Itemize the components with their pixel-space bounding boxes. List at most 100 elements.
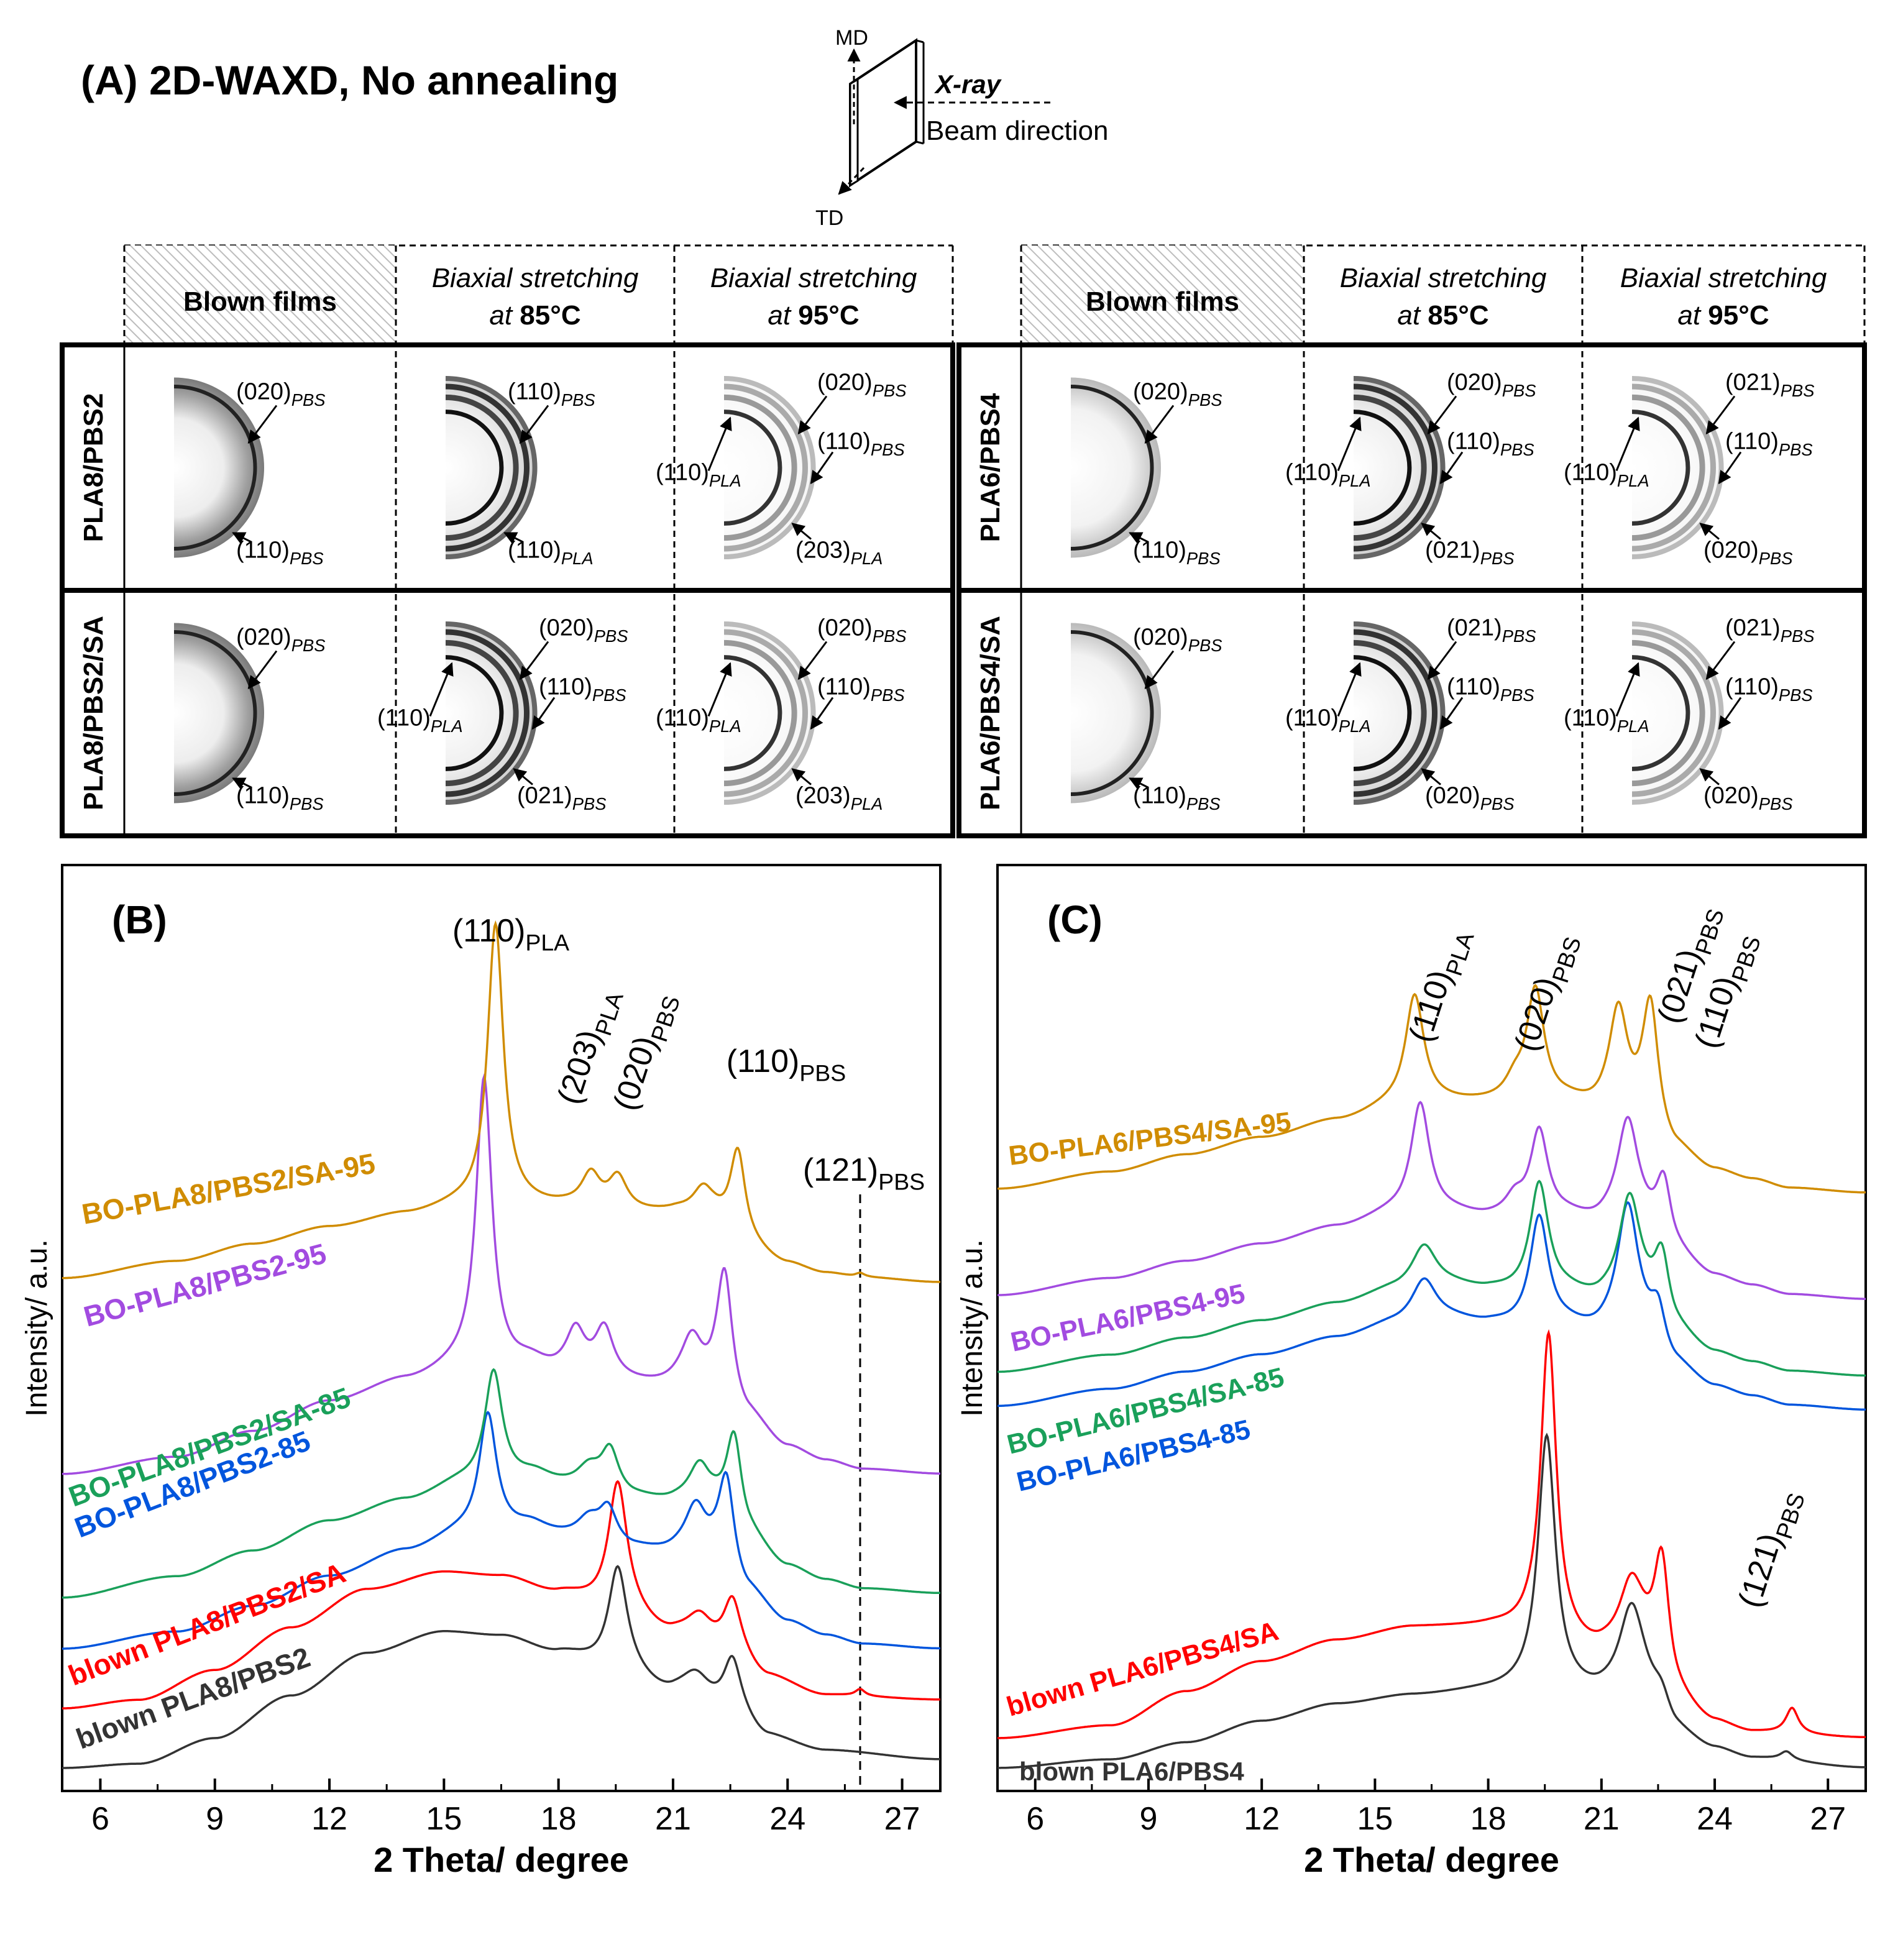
series-line — [997, 1201, 1866, 1411]
reflection-label: (110)PBS — [817, 429, 905, 460]
x-tick-label: 18 — [541, 1801, 577, 1837]
panel-label: (B) — [112, 897, 167, 942]
reflection-label: (110)PLA — [1564, 460, 1649, 491]
column-header-temperature: at 85°C — [1397, 300, 1488, 331]
reflection-label: (110)PBS — [1725, 674, 1813, 705]
md-label: MD — [835, 26, 868, 50]
row-label: PLA8/PBS2/SA — [78, 616, 109, 810]
reflection-arrow — [810, 451, 834, 485]
peak-label: (110)PLA — [452, 913, 569, 956]
x-tick-label: 27 — [884, 1801, 920, 1837]
x-tick-label: 27 — [1810, 1801, 1846, 1837]
reflection-label: (020)PBS — [1133, 625, 1222, 656]
waxd-grid-right: Blown films Biaxial stretching at 85°C Biax… — [956, 244, 1867, 838]
x-tick-label: 15 — [1357, 1801, 1393, 1837]
waxd-cell: (020)PBS(110)PBS — [1071, 377, 1222, 568]
reflection-arrow — [707, 416, 732, 472]
reflection-arrow — [1705, 641, 1736, 680]
reflection-label: (110)PLA — [1285, 705, 1371, 736]
diffraction-pattern — [724, 375, 816, 560]
x-tick-label: 12 — [1244, 1801, 1280, 1837]
reflection-label: (020)PBS — [1704, 538, 1792, 569]
reflection-label: (110)PBS — [1725, 429, 1813, 460]
reflection-arrow — [1615, 416, 1640, 472]
reflection-label: (020)PBS — [539, 615, 628, 646]
reflection-label: (021)PBS — [1725, 615, 1814, 646]
column-header: Blown films — [183, 286, 337, 317]
xray-label: X-ray — [934, 70, 1002, 99]
diffraction-pattern — [1632, 621, 1724, 805]
waxd-cell: (020)PBS (110)PBS (110)PLA (203)PLA — [656, 370, 906, 569]
reflection-label: (110)PBS — [236, 538, 324, 569]
reflection-label: (110)PLA — [656, 460, 741, 491]
waxd-cell: (020)PBS(110)PBS — [1071, 623, 1222, 813]
reflection-label: (203)PLA — [796, 538, 883, 569]
td-label: TD — [815, 206, 843, 230]
row-label: PLA6/PBS4 — [975, 393, 1006, 542]
x-tick-label: 21 — [1584, 1801, 1620, 1837]
waxd-cell: (021)PBS (110)PBS (110)PLA (020)PBS — [1285, 615, 1536, 814]
reflection-label: (110)PLA — [1564, 705, 1649, 736]
reflection-label: (020)PBS — [1447, 370, 1536, 401]
x-tick-label: 24 — [1697, 1801, 1733, 1837]
row-label: PLA6/PBS4/SA — [975, 616, 1006, 810]
column-header-temperature: at 85°C — [489, 300, 580, 331]
x-tick-label: 6 — [91, 1801, 109, 1837]
peak-label: (121)PBS — [803, 1152, 925, 1195]
x-axis-label: 2 Theta/ degree — [1304, 1840, 1559, 1879]
waxd-cell: (020)PBS (110)PBS (110)PLA (203)PLA — [656, 615, 906, 814]
reflection-arrow — [1427, 641, 1457, 680]
hatched-header — [1021, 245, 1304, 345]
panel-b-chart: (B) 6 9 12 15 18 21 24 27 2 Theta/ degree Intensit… — [21, 864, 942, 1879]
row-label: PLA8/PBS2 — [78, 393, 109, 543]
x-tick-label: 24 — [769, 1801, 805, 1837]
reflection-arrow — [1439, 451, 1464, 485]
diffraction-pattern — [446, 375, 538, 560]
orientation-schematic: MD TD X-ray Beam direction — [815, 26, 1108, 230]
series-line — [62, 920, 940, 1283]
diffraction-pattern — [174, 377, 264, 558]
reflection-arrow — [513, 768, 533, 785]
reflection-label: (110)PBS — [539, 674, 626, 705]
x-tick-label: 21 — [655, 1801, 691, 1837]
reflection-arrow — [810, 697, 834, 730]
reflection-label: (110)PBS — [236, 783, 324, 814]
waxd-cell: (020)PBS (110)PBS (110)PLA (021)PBS — [377, 615, 628, 814]
reflection-arrow — [1421, 523, 1441, 540]
reflection-label: (110)PBS — [508, 379, 595, 410]
column-header: Biaxial stretching — [1340, 263, 1547, 293]
reflection-label: (020)PBS — [1704, 783, 1792, 814]
diffraction-pattern — [446, 621, 538, 805]
reflection-arrow — [791, 523, 812, 540]
panel-a: (A) 2D-WAXD, No annealing MD TD X-ray Be… — [60, 26, 1867, 838]
diffraction-pattern — [1354, 621, 1446, 805]
reflection-arrow — [531, 697, 556, 730]
column-header-temperature: at 95°C — [768, 300, 859, 331]
plot-frame — [61, 864, 942, 1792]
reflection-label: (021)PBS — [1425, 538, 1514, 569]
reflection-arrow — [707, 662, 732, 717]
diffraction-pattern — [1071, 377, 1161, 558]
reflection-arrow — [1144, 650, 1175, 690]
series-line — [997, 1179, 1866, 1377]
reflection-arrow — [1439, 697, 1464, 730]
series-label: blown PLA6/PBS4 — [1019, 1757, 1244, 1786]
reflection-arrow — [1427, 395, 1457, 435]
series-line — [62, 1565, 940, 1769]
y-axis-label: Intensity/ a.u. — [21, 1239, 53, 1417]
reflection-arrow — [1144, 405, 1175, 444]
reflection-arrow — [232, 532, 252, 544]
x-tick-label: 18 — [1470, 1801, 1506, 1837]
waxd-cell: (021)PBS (110)PBS (110)PLA (020)PBS — [1564, 370, 1814, 569]
reflection-arrow — [232, 777, 252, 790]
reflection-arrow — [519, 641, 549, 680]
plot-frame — [996, 864, 1867, 1792]
diffraction-pattern — [1632, 375, 1724, 560]
waxd-cell: (110)PBS(110)PLA — [446, 375, 595, 568]
diffraction-pattern — [174, 623, 264, 804]
beam-direction-label: Beam direction — [926, 116, 1108, 146]
reflection-label: (021)PBS — [517, 783, 606, 814]
reflection-arrow — [1337, 662, 1362, 717]
reflection-label: (020)PBS — [817, 615, 906, 646]
